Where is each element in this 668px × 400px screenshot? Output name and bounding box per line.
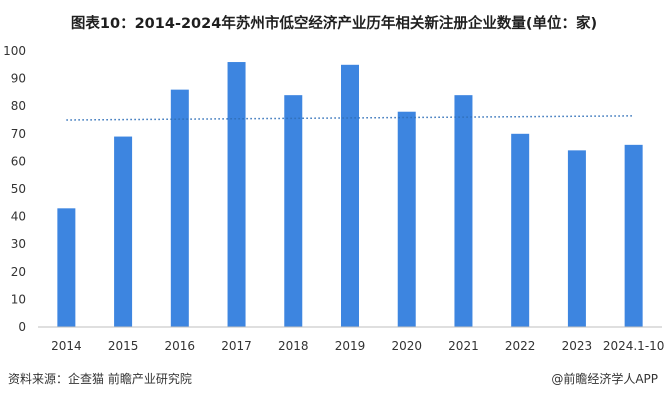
- y-tick-label: 10: [11, 292, 26, 306]
- x-tick-label: 2017: [221, 339, 252, 353]
- y-tick-label: 90: [11, 72, 26, 86]
- bar-2015: [114, 136, 133, 327]
- bar-2020: [397, 111, 416, 327]
- y-tick-label: 20: [11, 265, 26, 279]
- chart-title: 图表10：2014-2024年苏州市低空经济产业历年相关新注册企业数量(单位：家…: [70, 16, 598, 32]
- y-tick-label: 40: [11, 210, 26, 224]
- brand-credit: @前瞻经济学人APP: [551, 372, 658, 386]
- x-tick-label: 2015: [108, 339, 139, 353]
- bar-2021: [454, 95, 473, 327]
- source-note: 资料来源：企查猫 前瞻产业研究院: [8, 372, 192, 386]
- bar-2018: [284, 95, 303, 327]
- x-axis-ticks: 2014 2015 2016 2017 2018 2019 2020 2021 2022 2023…: [51, 339, 664, 353]
- bar-2022: [511, 133, 530, 327]
- bar-2016: [170, 89, 189, 327]
- trend-line: [66, 115, 634, 121]
- x-tick-label: 2024.1-10: [603, 339, 665, 353]
- bar-2019: [341, 64, 359, 328]
- x-tick-label: 2018: [278, 339, 309, 353]
- x-tick-label: 2014: [51, 339, 82, 353]
- y-tick-label: 30: [11, 237, 26, 251]
- bars: [57, 62, 643, 328]
- bar-2024.1-10: [624, 144, 643, 327]
- y-tick-label: 70: [11, 127, 26, 141]
- x-tick-label: 2022: [505, 339, 536, 353]
- y-tick-label: 0: [18, 320, 26, 334]
- x-tick-label: 2016: [165, 339, 196, 353]
- x-tick-label: 2021: [448, 339, 479, 353]
- y-axis-ticks: 0 10 20 30 40 50 60 70 80 90 100: [3, 44, 26, 334]
- bar-2017: [227, 62, 246, 327]
- bar-2014: [57, 208, 76, 327]
- bar-2023: [567, 150, 586, 327]
- x-tick-label: 2023: [562, 339, 593, 353]
- x-tick-label: 2020: [391, 339, 422, 353]
- y-tick-label: 80: [11, 99, 26, 113]
- y-tick-label: 60: [11, 154, 26, 168]
- x-tick-label: 2019: [335, 339, 366, 353]
- y-tick-label: 50: [11, 182, 26, 196]
- y-tick-label: 100: [3, 44, 26, 58]
